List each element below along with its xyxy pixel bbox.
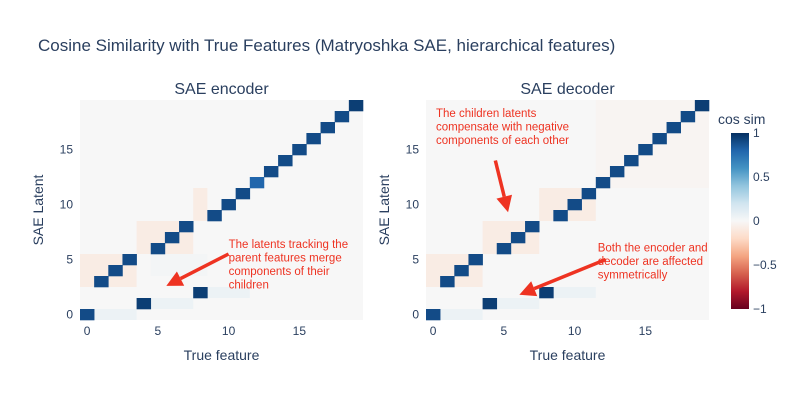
colorbar-title: cos sim (718, 111, 765, 127)
heatmap-cell (348, 100, 364, 112)
heatmap-cell (666, 122, 681, 134)
heatmap-region (193, 188, 208, 221)
heatmap-region (482, 298, 540, 309)
x-tick-label: 15 (293, 324, 307, 338)
heatmap-region (80, 309, 137, 320)
chart-title: Cosine Similarity with True Features (Ma… (38, 36, 615, 55)
heatmap-cell (426, 309, 441, 321)
heatmap-cell (440, 276, 455, 288)
heatmap-cell (496, 243, 512, 255)
annotation-arrow-shaft (179, 252, 230, 281)
heatmap-cell (334, 111, 350, 123)
heatmap-cell (595, 177, 611, 189)
x-tick-label: 5 (154, 324, 161, 338)
heatmap-region (136, 298, 194, 309)
annotation-text-line: components of their (229, 266, 330, 278)
annotation-text-line: compensate with negative (436, 122, 569, 134)
annotation-text-line: symmetrically (598, 270, 668, 282)
heatmap-panel-encoder: SAE encoder 0 5 10 15 0 5 10 15 True feature SAE L… (30, 81, 364, 363)
heatmap-cell (567, 199, 582, 211)
colorbar-tick-label: 1 (753, 126, 760, 140)
x-tick-label: 10 (568, 324, 582, 338)
annotation-arrow-shaft (533, 257, 607, 291)
colorbar-tick-label: 0 (753, 214, 760, 228)
annotation-text-line: parent features merge (229, 253, 342, 265)
annotation-text-line: The latents tracking the (229, 239, 349, 251)
panel-title: SAE decoder (520, 81, 615, 98)
y-tick-label: 0 (66, 308, 73, 322)
heatmap-cell (193, 287, 208, 299)
colorbar-gradient (731, 133, 749, 309)
annotation-text-line: components of each other (436, 135, 569, 147)
colorbar-tick-label: 0.5 (753, 170, 770, 184)
heatmap-cell (179, 221, 194, 233)
annotation-arrowhead (166, 271, 185, 286)
heatmap-cell (80, 309, 95, 321)
heatmap-cell (263, 166, 279, 178)
y-axis-title: SAE Latent (30, 174, 46, 245)
x-tick-label: 0 (84, 324, 91, 338)
heatmap-cell (525, 221, 540, 233)
y-tick-label: 0 (412, 308, 419, 322)
x-tick-label: 15 (639, 324, 653, 338)
heatmap-cell (609, 166, 625, 178)
heatmap-cell (164, 232, 180, 244)
heatmap-cell (292, 144, 307, 156)
x-tick-label: 0 (430, 324, 437, 338)
heatmap-cell (150, 243, 166, 255)
heatmap-cell (108, 265, 123, 277)
heatmap-cell (249, 177, 265, 189)
y-axis-title: SAE Latent (376, 174, 392, 245)
y-tick-label: 10 (60, 198, 74, 212)
heatmap-cell (680, 111, 696, 123)
y-tick-label: 15 (60, 143, 74, 157)
heatmap-cell (624, 155, 639, 167)
heatmap-cell (122, 254, 137, 266)
heatmap-cell (320, 122, 335, 134)
heatmap-region (150, 254, 208, 276)
heatmap-cell (539, 287, 554, 299)
heatmap-cell (482, 298, 498, 310)
annotation-text-line: children (229, 280, 269, 292)
annotation-text-line: decoder are affected (598, 256, 703, 268)
heatmap-region (426, 309, 483, 320)
heatmap-cell (581, 188, 597, 200)
heatmap-cell (510, 232, 526, 244)
heatmap-region (193, 287, 250, 298)
heatmap-cell (207, 210, 222, 222)
y-tick-label: 15 (406, 143, 420, 157)
annotation-arrowhead (496, 194, 513, 213)
y-tick-label: 5 (66, 253, 73, 267)
heatmap-cell (454, 265, 469, 277)
heatmap-cell (235, 188, 251, 200)
colorbar-tick-label: −0.5 (753, 258, 777, 272)
annotation-text-line: The children latents (436, 108, 537, 120)
heatmap-cell (278, 155, 293, 167)
x-axis-title: True feature (530, 347, 606, 363)
heatmap-region (539, 287, 596, 298)
heatmap-cell (553, 210, 568, 222)
heatmap-cell (306, 133, 321, 145)
annotation-arrow-shaft (493, 160, 506, 198)
heatmap-cell (136, 298, 152, 310)
heatmap-cell (638, 144, 653, 156)
heatmap-cell (94, 276, 109, 288)
x-tick-label: 5 (500, 324, 507, 338)
y-tick-label: 10 (406, 198, 420, 212)
annotation-arrowhead (519, 281, 538, 297)
colorbar-tick-label: −1 (753, 302, 767, 316)
x-tick-label: 10 (222, 324, 236, 338)
heatmap-cell (694, 100, 710, 112)
heatmap-cell (468, 254, 483, 266)
heatmap-cell (652, 133, 667, 145)
heatmap-cell (221, 199, 236, 211)
heatmap-panel-decoder: SAE decoder 0 5 10 15 0 5 10 15 True feature SAE L… (376, 81, 710, 363)
y-tick-label: 5 (412, 253, 419, 267)
panel-title: SAE encoder (174, 81, 269, 98)
annotation-text-line: Both the encoder and (598, 243, 708, 255)
x-axis-title: True feature (184, 347, 260, 363)
